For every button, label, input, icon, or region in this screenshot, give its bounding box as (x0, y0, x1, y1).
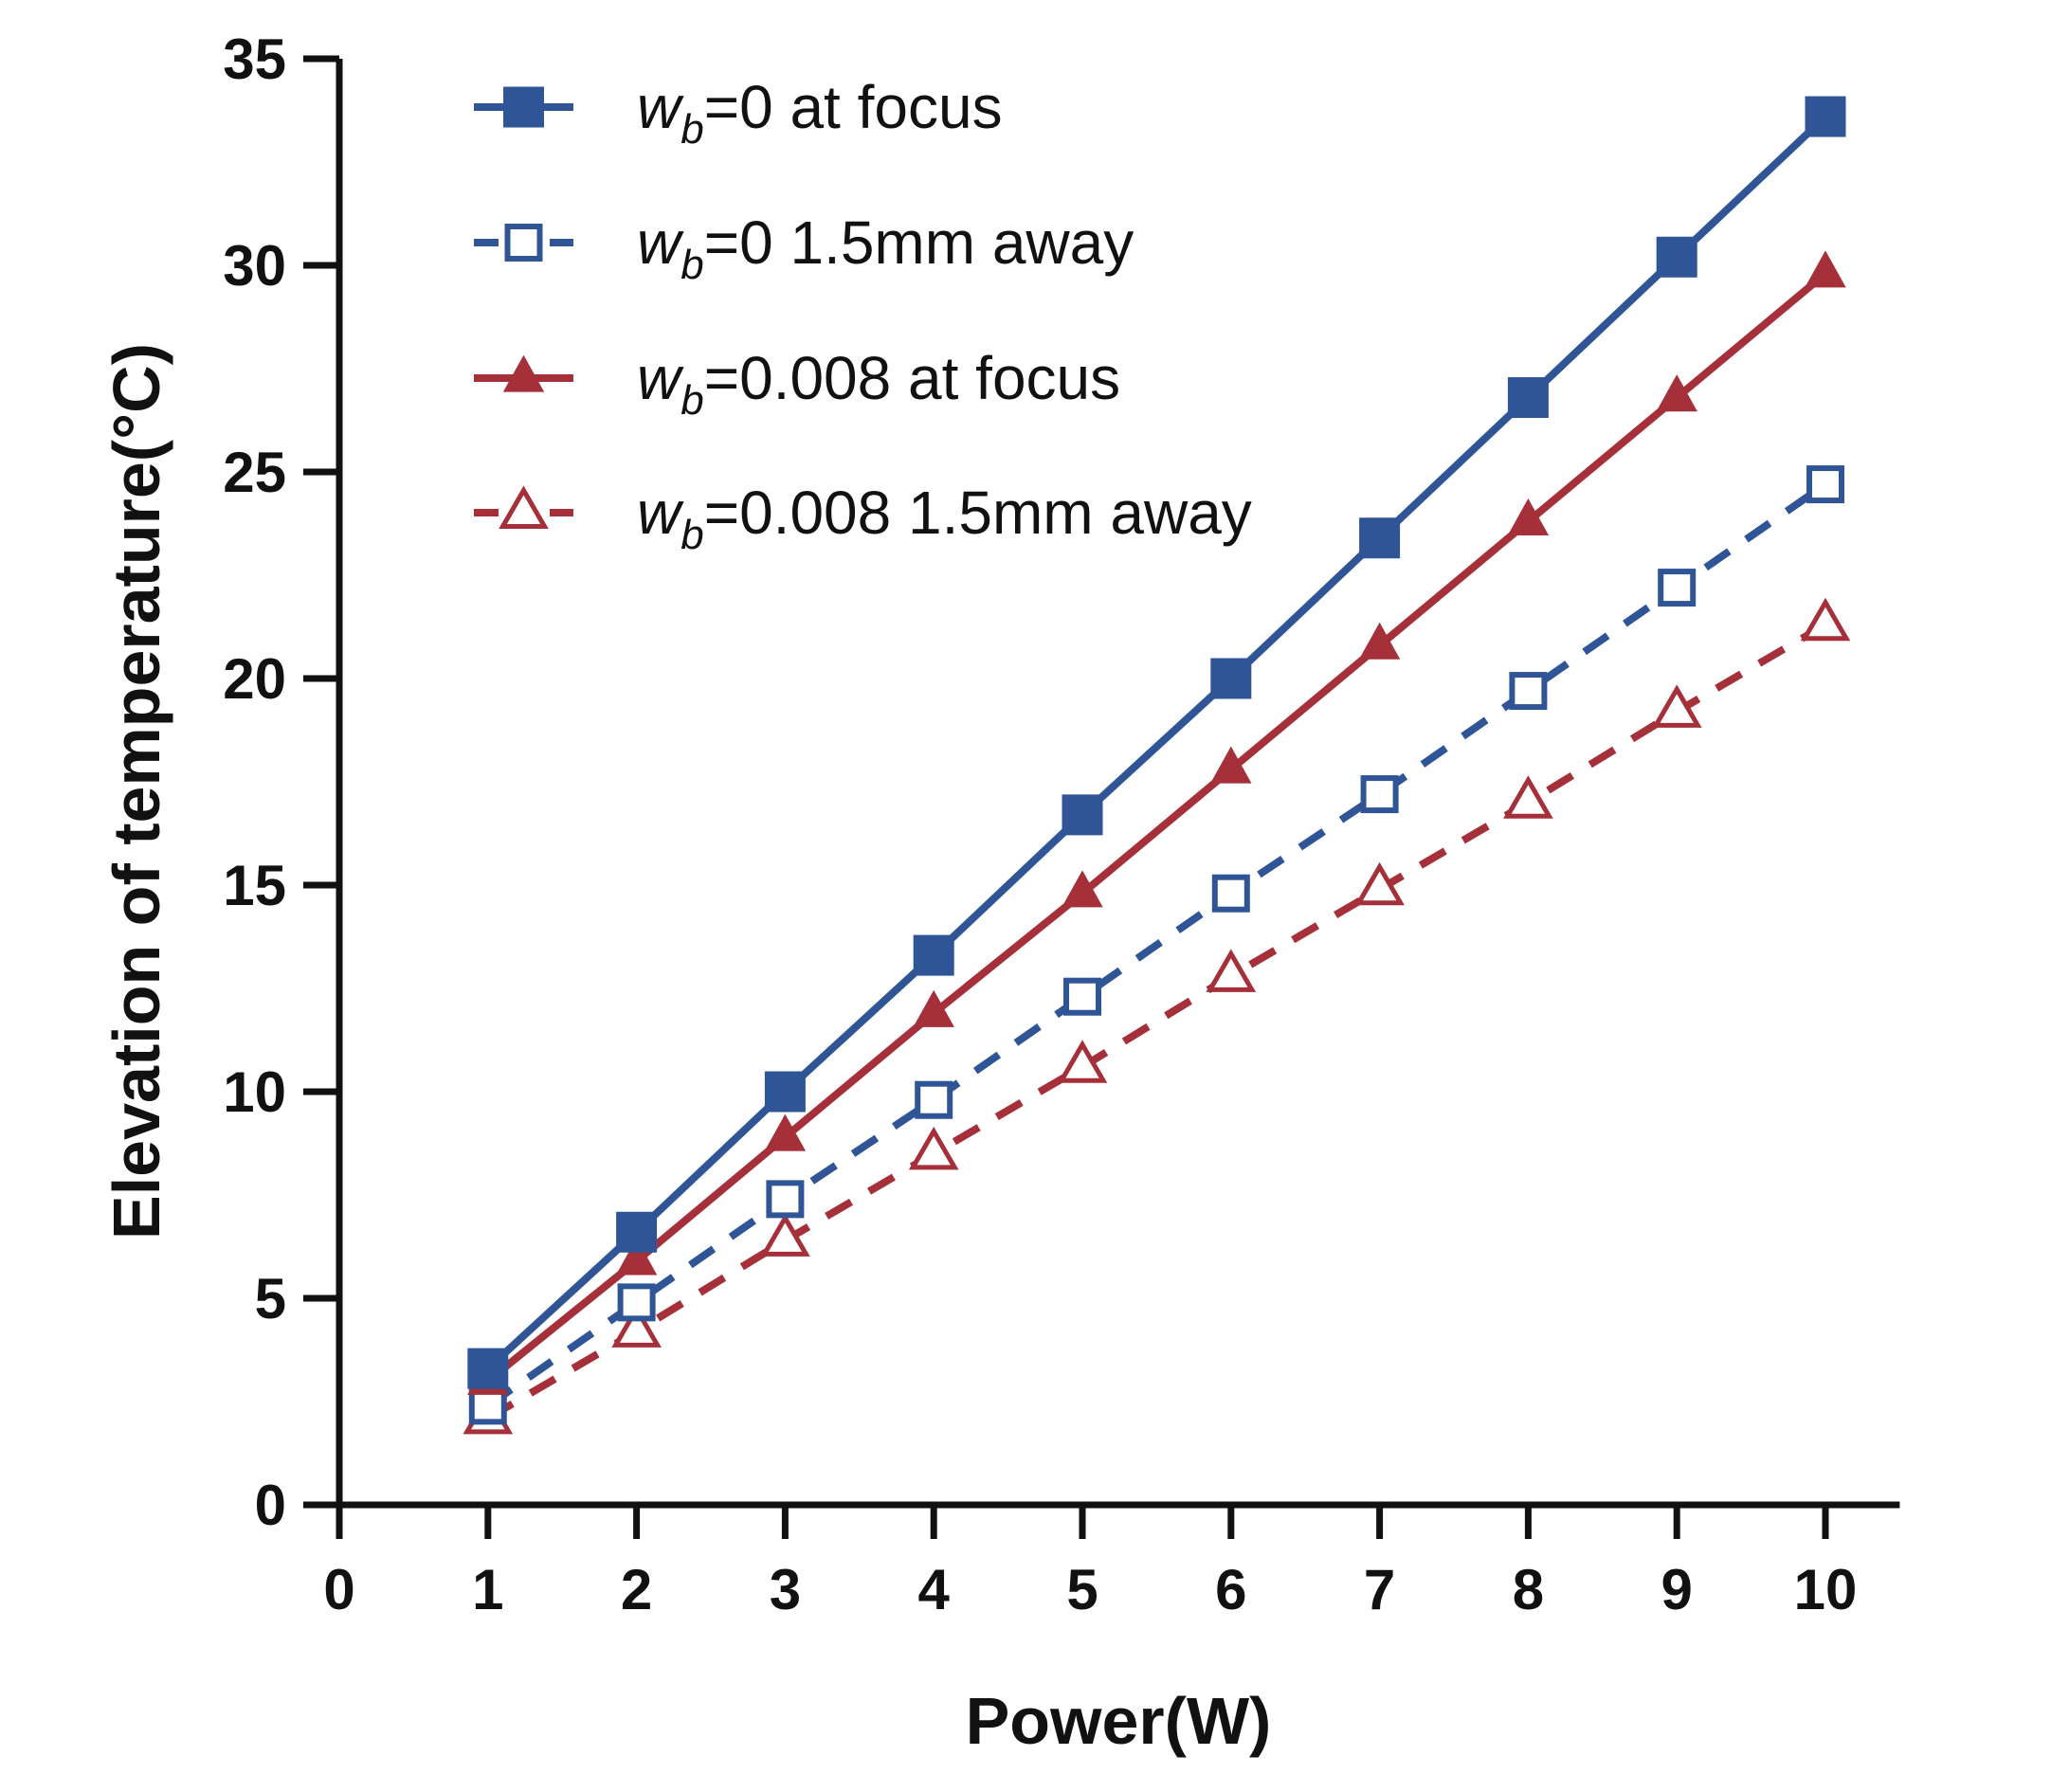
x-tick-label: 5 (1066, 1558, 1098, 1621)
y-tick-label: 20 (223, 647, 286, 711)
data-point (1211, 874, 1250, 913)
legend-label-sub: b (681, 106, 703, 153)
y-tick-label: 25 (223, 441, 286, 504)
data-point (1062, 794, 1103, 836)
legend-marker (503, 86, 544, 128)
x-tick-label: 1 (472, 1558, 503, 1621)
data-point (1360, 775, 1399, 814)
legend-label: wb=0 1.5mm away (637, 208, 1134, 288)
legend-label-sub: b (681, 512, 703, 558)
x-tick-label: 8 (1513, 1558, 1544, 1621)
y-tick-label: 0 (255, 1474, 286, 1537)
data-point (913, 934, 954, 976)
series-line (485, 480, 1828, 1409)
data-point (1651, 684, 1702, 728)
series-1 (467, 96, 1846, 1389)
data-point (913, 989, 954, 1027)
legend-label-rest: =0.008 1.5mm away (704, 479, 1252, 547)
data-point (908, 1126, 959, 1170)
series-line (485, 270, 1828, 1385)
series-line (485, 621, 1828, 1421)
series-2 (468, 465, 1844, 1425)
data-point (1057, 1040, 1108, 1083)
data-point (1062, 870, 1103, 908)
series-layer (463, 96, 1851, 1435)
data-point (1210, 746, 1252, 784)
legend-marker (504, 224, 543, 262)
legend-label-rest: =0 1.5mm away (704, 208, 1134, 277)
data-point (766, 1180, 805, 1219)
legend-marker (502, 354, 545, 392)
data-point (1063, 977, 1101, 1016)
axes: 0 1 2 3 4 5 6 7 8 9 10 0 5 10 15 20 25 30 35 (223, 27, 1900, 1621)
y-axis-title: Elevation of temperature(°C) (100, 343, 173, 1240)
data-point (1359, 517, 1401, 559)
data-point (764, 1071, 806, 1113)
data-point (1507, 498, 1550, 535)
x-tick-label: 2 (621, 1558, 652, 1621)
legend-item-1: wb=0 at focus (474, 73, 1003, 153)
data-point (1354, 861, 1405, 906)
legend-label-var: w (637, 344, 684, 412)
y-tick-label: 5 (255, 1267, 286, 1330)
data-point (760, 1213, 810, 1257)
x-tick-label: 7 (1364, 1558, 1395, 1621)
x-axis-title: Power(W) (966, 1684, 1272, 1758)
legend-label: wb=0.008 1.5mm away (637, 479, 1252, 558)
data-point (1805, 96, 1846, 137)
data-point (1805, 250, 1846, 288)
legend-label-rest: =0 at focus (704, 73, 1003, 141)
data-point (1210, 658, 1252, 699)
legend-label-sub: b (681, 377, 703, 424)
data-point (1656, 374, 1697, 412)
legend-item-4: wb=0.008 1.5mm away (474, 479, 1252, 558)
data-point (615, 1238, 658, 1276)
x-tick-label: 9 (1661, 1558, 1693, 1621)
legend-marker (499, 485, 549, 529)
x-tick-label: 3 (770, 1558, 801, 1621)
data-point (764, 1113, 807, 1151)
data-point (1358, 622, 1401, 660)
y-tick-label: 35 (223, 27, 286, 91)
data-point (616, 1211, 658, 1253)
data-point (1507, 377, 1549, 419)
data-point (611, 1304, 662, 1348)
legend-label-sub: b (681, 242, 703, 288)
x-tick-label: 10 (1794, 1558, 1858, 1621)
data-point (1509, 672, 1548, 711)
legend-label: wb=0.008 at focus (637, 344, 1120, 424)
series-line (485, 114, 1828, 1372)
data-point (1503, 775, 1553, 819)
x-tick-label: 6 (1215, 1558, 1246, 1621)
data-point (1800, 597, 1851, 642)
y-tick-label: 10 (223, 1060, 286, 1124)
y-tick-label: 30 (223, 234, 286, 298)
legend-label-rest: =0.008 at focus (704, 344, 1120, 412)
legend-label: wb=0 at focus (637, 73, 1003, 153)
data-point (617, 1283, 656, 1322)
legend-label-var: w (637, 208, 684, 277)
legend-item-3: wb=0.008 at focus (474, 344, 1120, 424)
legend-label-var: w (637, 73, 684, 141)
y-tick-label: 15 (223, 854, 286, 917)
data-point (1206, 949, 1257, 992)
legend-label-var: w (637, 479, 684, 547)
data-point (1656, 236, 1697, 278)
data-point (467, 1348, 509, 1389)
legend-item-2: wb=0 1.5mm away (474, 208, 1134, 288)
data-point (1658, 569, 1697, 607)
x-tick-label: 0 (323, 1558, 354, 1621)
x-tick-label: 4 (918, 1558, 951, 1621)
data-point (915, 1080, 953, 1119)
data-point (1806, 465, 1844, 504)
